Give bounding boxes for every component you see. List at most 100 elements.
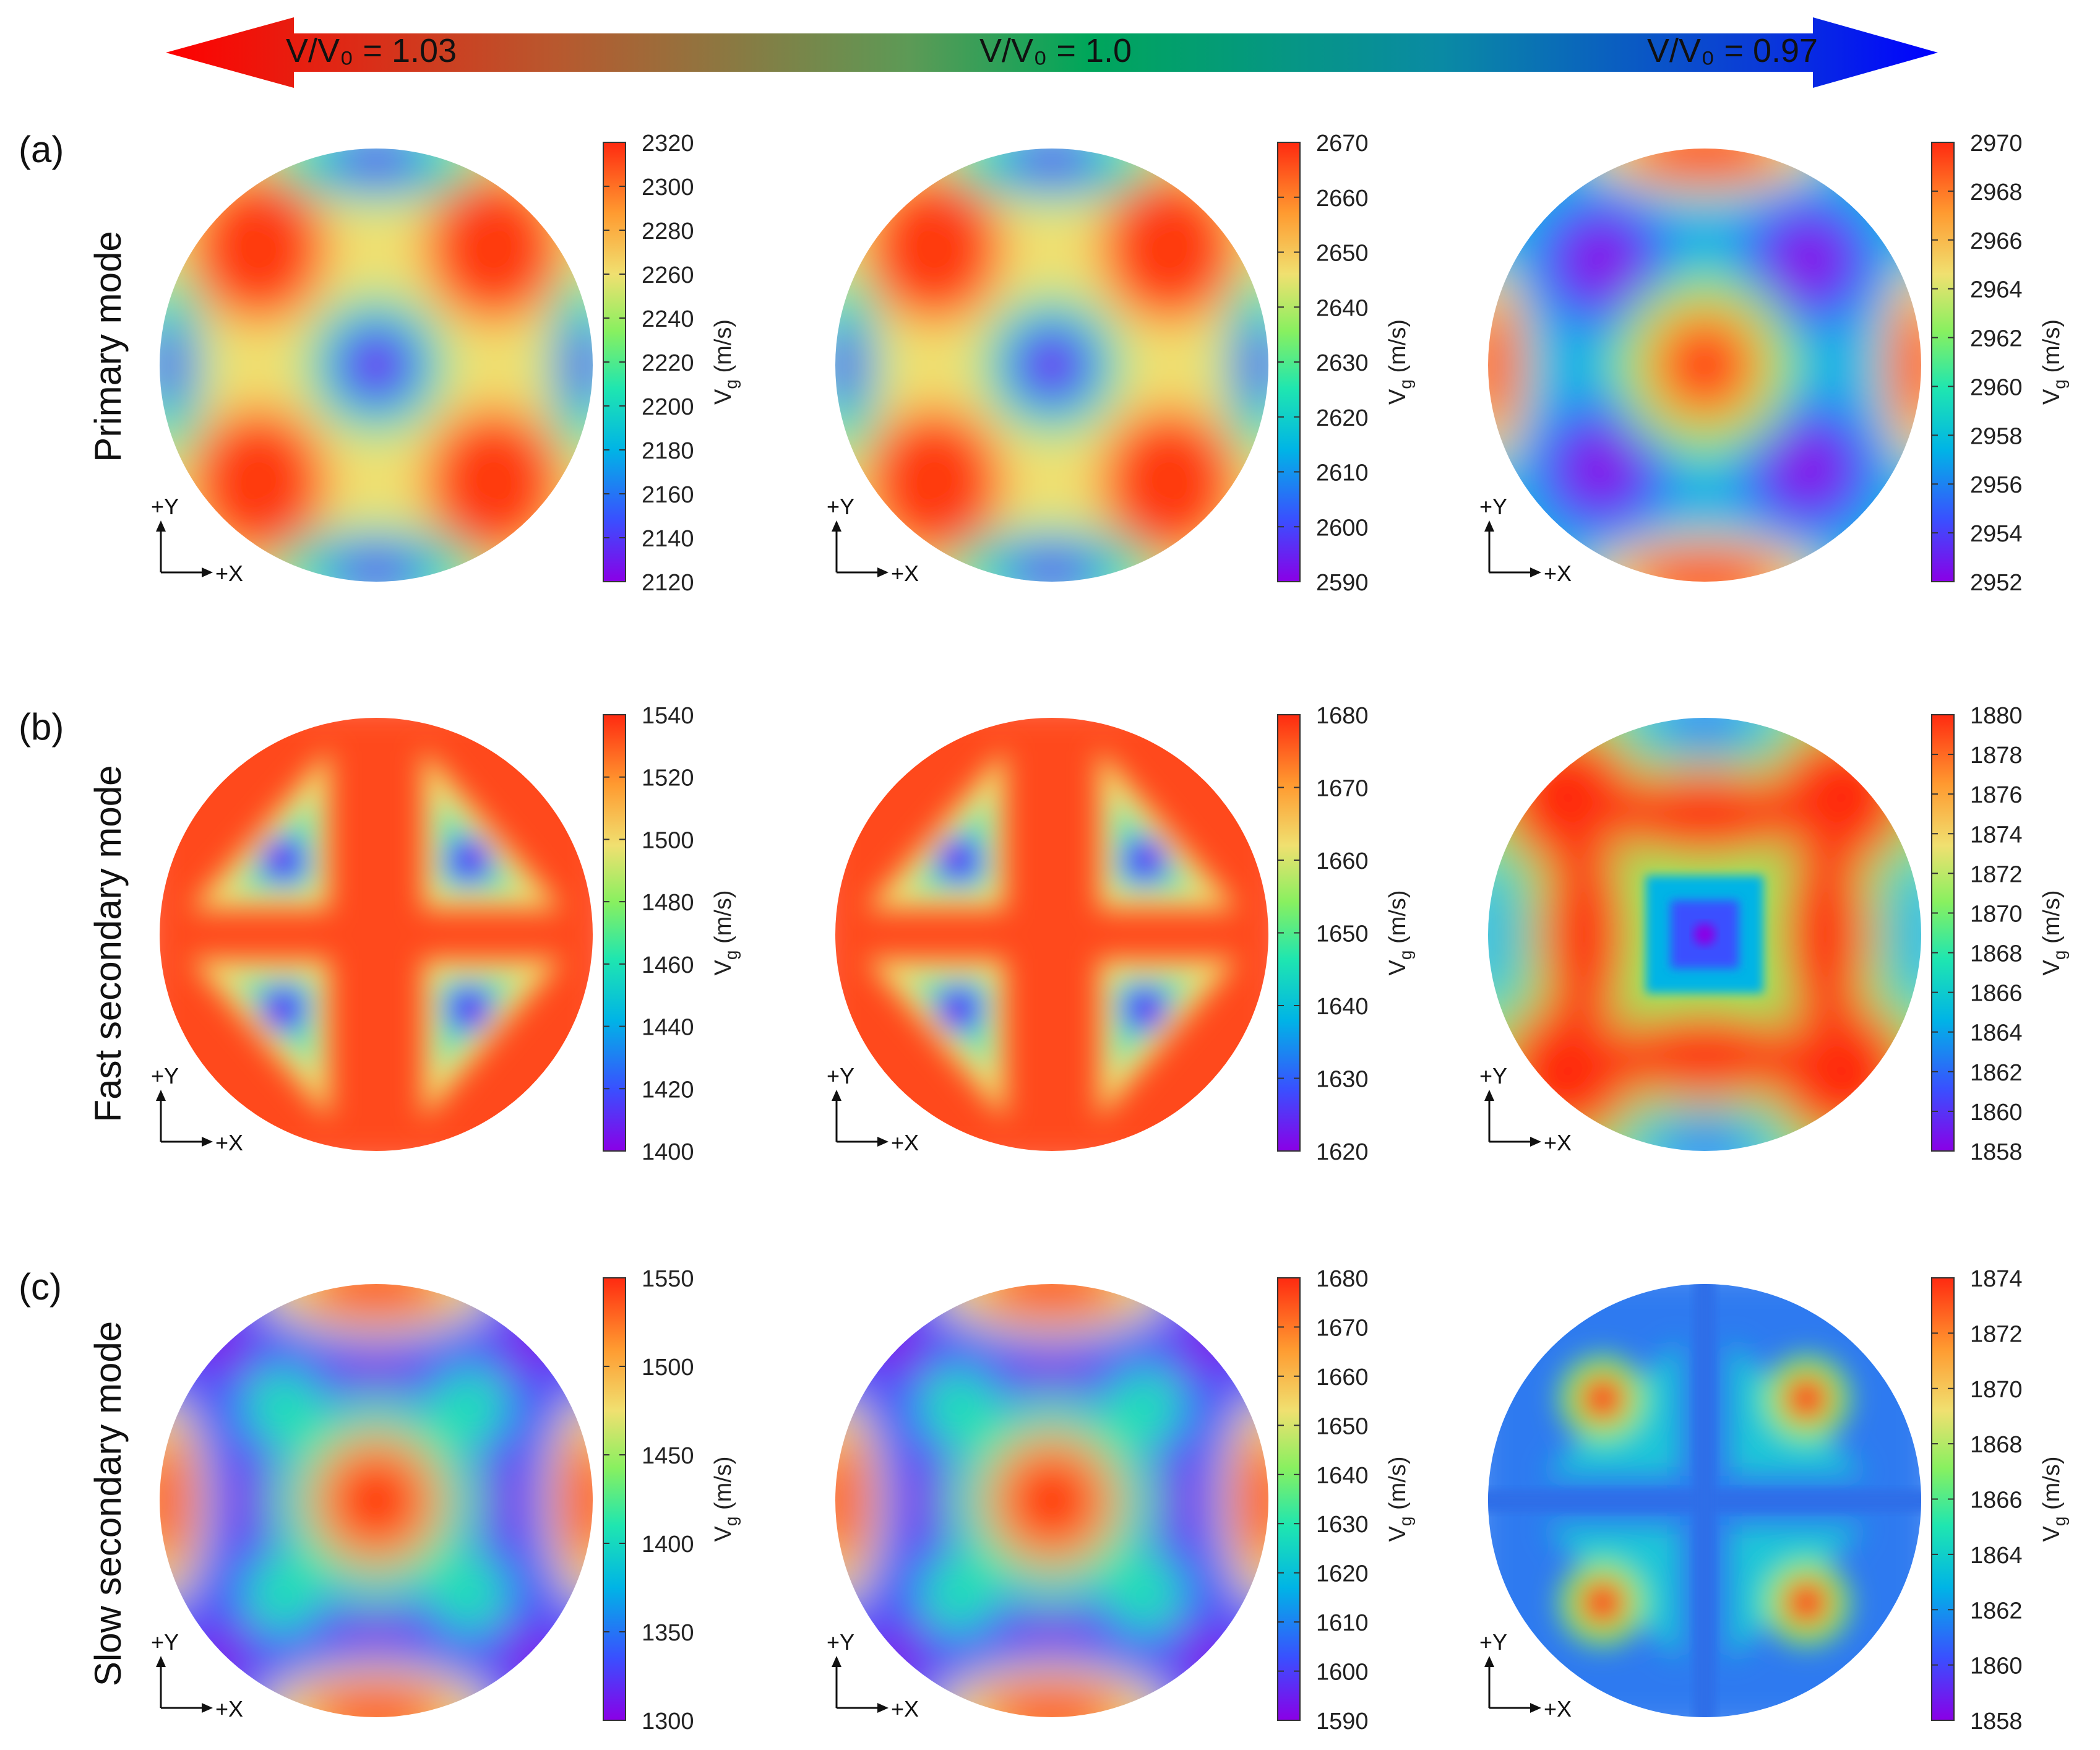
y-axis-label: +Y	[151, 1629, 179, 1655]
colorbar-tick-label: 1520	[642, 765, 694, 791]
velocity-disc	[1488, 718, 1921, 1151]
colorbar-tick-label: 1670	[1316, 1315, 1369, 1341]
velocity-disc	[160, 149, 593, 582]
colorbar-tick-label: 1862	[1970, 1598, 2023, 1624]
colorbar-tick-label: 1878	[1970, 743, 2023, 769]
velocity-disc	[160, 1284, 593, 1717]
colorbar-tick-label: 1630	[1316, 1067, 1369, 1093]
colorbar-tick-label: 1400	[642, 1532, 694, 1558]
mode-row: (b) Fast secondary mode 1540 1520 1500 1480 14…	[19, 703, 2069, 1165]
colorbar-tick-label: 2660	[1316, 186, 1369, 212]
colorbar-tick-label: 1872	[1970, 861, 2023, 887]
colorbar-tick-label: 1680	[1316, 1266, 1369, 1292]
colorbar-tick-label: 2280	[642, 218, 694, 244]
colorbar-tick-label: 2240	[642, 306, 694, 332]
colorbar-tick-label: 1590	[1316, 1709, 1369, 1735]
colorbar-title: Vg (m/s)	[1385, 890, 1415, 975]
colorbar-tick-label: 2620	[1316, 405, 1369, 431]
x-axis-label: +X	[215, 561, 243, 586]
velocity-disc	[160, 718, 593, 1151]
y-axis-label: +Y	[1479, 494, 1507, 519]
colorbar-tick-label: 1874	[1970, 822, 2023, 848]
colorbar-tick-label: 2966	[1970, 228, 2023, 254]
colorbar-tick-label: 1400	[642, 1139, 694, 1165]
row-letter: (c)	[19, 1266, 62, 1308]
colorbar-tick-label: 1620	[1316, 1139, 1369, 1165]
colorbar-tick-label: 2180	[642, 438, 694, 464]
colorbar-tick-label: 1866	[1970, 1488, 2023, 1514]
colorbar-tick-label: 1350	[642, 1620, 694, 1646]
velocity-disc	[835, 149, 1268, 582]
colorbar-tick-label: 1858	[1970, 1709, 2023, 1735]
colorbar-tick-label: 2320	[642, 131, 694, 157]
colorbar-tick-label: 2962	[1970, 326, 2023, 352]
heatmap-panel: 1680 1670 1660 1650 1640 1630 1620 Vg (m/s) +Y +X	[827, 703, 1415, 1165]
colorbar-tick-label: 1660	[1316, 1364, 1369, 1390]
colorbar-tick-label: 1874	[1970, 1266, 2023, 1292]
x-axis-label: +X	[1544, 561, 1572, 586]
colorbar-tick-label: 2630	[1316, 350, 1369, 376]
colorbar-tick-label: 2140	[642, 526, 694, 552]
colorbar-title: Vg (m/s)	[710, 890, 741, 975]
colorbar-tick-label: 1640	[1316, 994, 1369, 1020]
colorbar-tick-label: 2200	[642, 394, 694, 420]
colorbar-tick-label: 2956	[1970, 472, 2023, 498]
colorbar-tick-label: 2600	[1316, 515, 1369, 541]
colorbar-tick-label: 1858	[1970, 1139, 2023, 1165]
colorbar-tick-label: 1620	[1316, 1561, 1369, 1587]
colorbar-tick-label: 1610	[1316, 1610, 1369, 1636]
colorbar-title: Vg (m/s)	[710, 319, 741, 405]
y-axis-label: +Y	[827, 494, 854, 519]
x-axis-label: +X	[891, 561, 919, 586]
colorbar-tick-label: 2220	[642, 350, 694, 376]
colorbar-tick-label: 1860	[1970, 1653, 2023, 1679]
colorbar-title: Vg (m/s)	[2039, 1456, 2069, 1541]
colorbar-title: Vg (m/s)	[710, 1456, 741, 1541]
colorbar-tick-label: 1870	[1970, 1377, 2023, 1403]
heatmap-panel: 1874 1872 1870 1868 1866 1864 1862 1860 1858 Vg (…	[1479, 1266, 2069, 1735]
colorbar-tick-label: 2960	[1970, 374, 2023, 400]
colorbar-tick-label: 1864	[1970, 1543, 2023, 1569]
y-axis-label: +Y	[151, 1063, 179, 1088]
mode-label: Primary mode	[87, 231, 129, 462]
colorbar-title: Vg (m/s)	[1385, 1456, 1415, 1541]
colorbar-tick-label: 1500	[642, 827, 694, 853]
colorbar-tick-label: 1870	[1970, 901, 2023, 927]
colorbar-tick-label: 1868	[1970, 941, 2023, 967]
colorbar-tick-label: 2610	[1316, 460, 1369, 486]
heatmap-panel: 2970 2968 2966 2964 2962 2960 2958 2956 2954 2952…	[1479, 131, 2069, 596]
row-letter: (b)	[19, 706, 64, 748]
colorbar-tick-label: 2670	[1316, 131, 1369, 157]
colorbar-tick-label: 2954	[1970, 521, 2023, 547]
colorbar-tick-label: 2120	[642, 570, 694, 596]
colorbar-tick-label: 2970	[1970, 131, 2023, 157]
colorbar-tick-label: 1480	[642, 890, 694, 916]
colorbar-tick-label: 1864	[1970, 1020, 2023, 1046]
ratio-label-center: V/V₀ = 1.0	[979, 32, 1132, 69]
colorbar-tick-label: 1460	[642, 952, 694, 978]
colorbar-tick-label: 1420	[642, 1077, 694, 1103]
mode-row: (a)Primary mode2320230022802260224022202…	[19, 129, 2069, 596]
colorbar-title: Vg (m/s)	[2039, 319, 2069, 405]
colorbar-tick-label: 1670	[1316, 776, 1369, 802]
x-axis-label: +X	[215, 1130, 243, 1155]
colorbar-tick-label: 1650	[1316, 921, 1369, 947]
y-axis-label: +Y	[1479, 1063, 1507, 1088]
colorbar-tick-label: 1600	[1316, 1660, 1369, 1686]
colorbar-tick-label: 1868	[1970, 1432, 2023, 1458]
y-axis-label: +Y	[827, 1629, 854, 1655]
x-axis-label: +X	[1544, 1130, 1572, 1155]
colorbar-tick-label: 2640	[1316, 295, 1369, 321]
x-axis-label: +X	[891, 1130, 919, 1155]
colorbar-tick-label: 1440	[642, 1015, 694, 1041]
velocity-disc	[1488, 149, 1921, 582]
y-axis-label: +Y	[1479, 1629, 1507, 1655]
colorbar-tick-label: 2964	[1970, 277, 2023, 303]
ratio-arrow: V/V₀ = 1.03 V/V₀ = 1.0 V/V₀ = 0.97	[166, 17, 1938, 88]
colorbar-tick-label: 2952	[1970, 570, 2023, 596]
colorbar-tick-label: 1872	[1970, 1321, 2023, 1347]
colorbar-tick-label: 2300	[642, 175, 694, 200]
x-axis-label: +X	[215, 1696, 243, 1722]
colorbar-tick-label: 1680	[1316, 703, 1369, 729]
